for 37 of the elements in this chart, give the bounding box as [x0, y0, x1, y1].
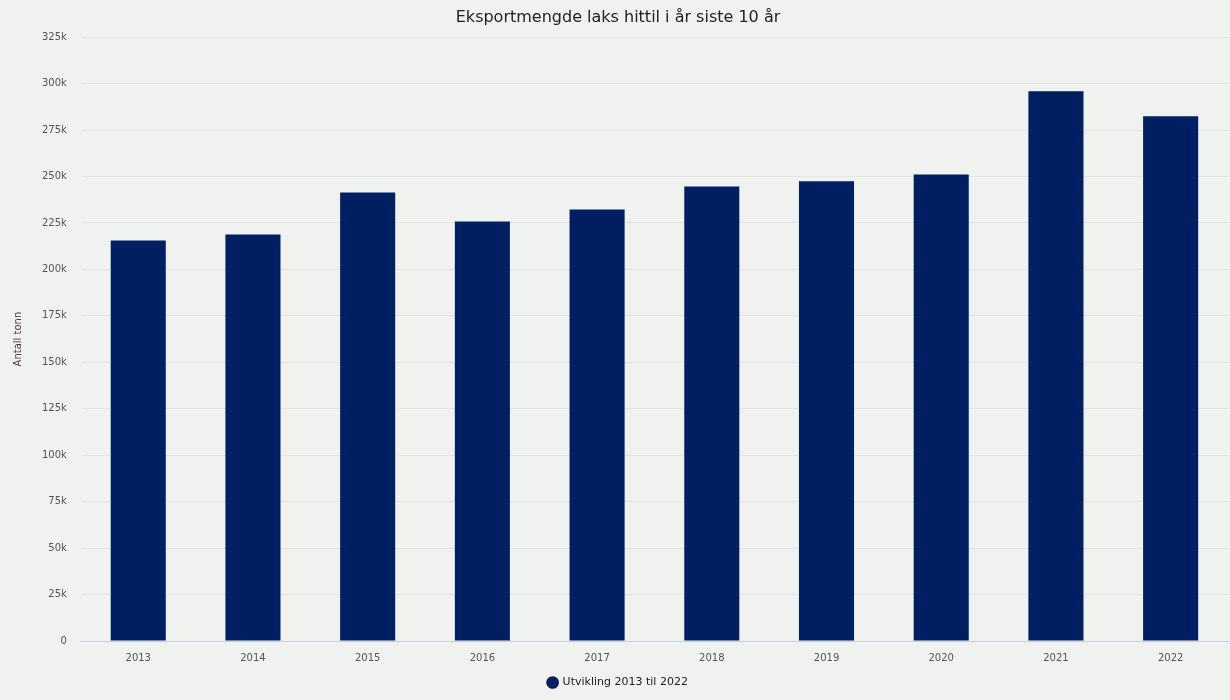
bar: [110, 240, 166, 641]
y-tick-label: 250k: [41, 170, 68, 182]
y-tick-label: 50k: [48, 541, 68, 553]
bar: [684, 186, 740, 641]
x-tick-label: 2020: [928, 651, 954, 663]
y-tick-label: 100k: [41, 448, 68, 460]
bar: [340, 192, 396, 641]
bar: [454, 221, 510, 641]
y-tick-label: 200k: [41, 263, 68, 275]
legend-label: Utvikling 2013 til 2022: [562, 675, 688, 689]
x-tick-label: 2015: [354, 651, 381, 663]
x-tick-label: 2016: [469, 651, 496, 663]
x-tick-label: 2017: [584, 651, 610, 663]
y-tick-label: 25k: [48, 588, 68, 600]
bar: [1028, 91, 1084, 641]
x-tick-label: 2013: [125, 651, 151, 663]
y-tick-label: 150k: [41, 355, 68, 367]
bar: [798, 181, 855, 641]
bar: [913, 174, 969, 641]
x-tick-label: 2019: [813, 651, 840, 663]
y-tick-label: 75k: [48, 495, 68, 507]
y-tick-label: 125k: [41, 402, 68, 414]
y-tick-label: 225k: [41, 216, 68, 228]
y-axis-title: Antall tonn: [11, 311, 23, 367]
bar: [569, 209, 625, 641]
x-tick-label: 2022: [1157, 651, 1184, 663]
x-tick-label: 2014: [240, 651, 266, 663]
y-tick-label: 175k: [41, 309, 68, 321]
bar: [225, 234, 281, 641]
y-tick-label: 325k: [41, 30, 68, 42]
bar: [1143, 116, 1199, 641]
x-tick-label: 2018: [699, 651, 725, 663]
x-tick-label: 2021: [1043, 651, 1069, 663]
chart-title: Eksportmengde laks hittil i år siste 10 år: [455, 6, 781, 26]
y-tick-label: 300k: [41, 77, 68, 89]
y-tick-label: 0: [60, 634, 67, 646]
y-tick-label: 275k: [41, 123, 68, 135]
